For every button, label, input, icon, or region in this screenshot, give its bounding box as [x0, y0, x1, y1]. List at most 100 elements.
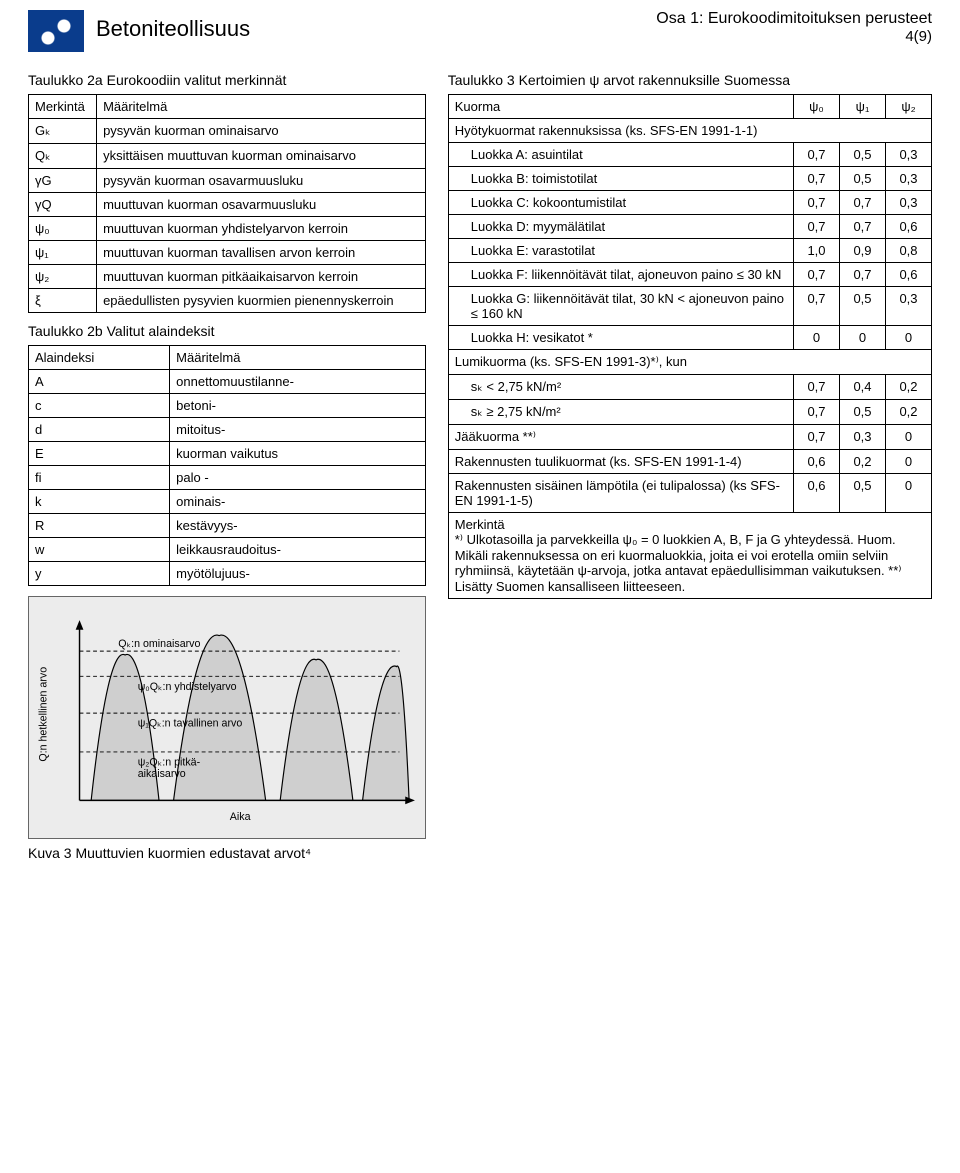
table-cell: kestävyys-	[170, 514, 426, 538]
table-cell: 0,7	[794, 143, 840, 167]
table-cell: d	[29, 418, 170, 442]
table-cell: Luokka B: toimistotilat	[448, 167, 793, 191]
table-cell: 0,8	[886, 239, 932, 263]
svg-text:Q:n hetkellinen arvo: Q:n hetkellinen arvo	[38, 667, 50, 762]
table-row: wleikkausraudoitus-	[29, 538, 426, 562]
table-row: Luokka A: asuintilat0,70,50,3	[448, 143, 931, 167]
table-cell: 0,5	[840, 400, 886, 425]
svg-text:Qₖ:n ominaisarvo: Qₖ:n ominaisarvo	[118, 638, 200, 650]
col-header: ψ₀	[794, 95, 840, 119]
table-cell: pysyvän kuorman osavarmuusluku	[97, 169, 426, 193]
table-row: Luokka B: toimistotilat0,70,50,3	[448, 167, 931, 191]
table-cell: 0,7	[794, 400, 840, 425]
table-cell: γG	[29, 169, 97, 193]
table-cell: muuttuvan kuorman osavarmuusluku	[97, 193, 426, 217]
table-cell: muuttuvan kuorman tavallisen arvon kerro…	[97, 241, 426, 265]
table-row: sₖ ≥ 2,75 kN/m²0,70,50,2	[448, 400, 931, 425]
table-row: γGpysyvän kuorman osavarmuusluku	[29, 169, 426, 193]
table-row: Luokka H: vesikatot *000	[448, 326, 931, 350]
table-3: Kuorma ψ₀ ψ₁ ψ₂ Hyötykuormat rakennuksis…	[448, 94, 932, 599]
table-cell: k	[29, 490, 170, 514]
table-cell: 0,3	[886, 287, 932, 326]
table-cell: 0,7	[794, 215, 840, 239]
table-cell: Rakennusten sisäinen lämpötila (ei tulip…	[448, 474, 793, 513]
col-header: ψ₁	[840, 95, 886, 119]
table-cell: w	[29, 538, 170, 562]
table-cell: 0,6	[794, 450, 840, 474]
table-cell: Rakennusten tuulikuormat (ks. SFS-EN 199…	[448, 450, 793, 474]
table-cell: Luokka A: asuintilat	[448, 143, 793, 167]
table-row: sₖ < 2,75 kN/m²0,70,40,2	[448, 375, 931, 400]
table-cell: 0,2	[886, 375, 932, 400]
figure-3: Qₖ:n ominaisarvoψ₀Qₖ:n yhdistelyarvoψ₁Qₖ…	[28, 596, 426, 839]
table-cell: 0,3	[886, 191, 932, 215]
brand-name: Betoniteollisuus	[96, 16, 250, 42]
figure-svg: Qₖ:n ominaisarvoψ₀Qₖ:n yhdistelyarvoψ₁Qₖ…	[33, 603, 421, 833]
svg-text:Aika: Aika	[230, 811, 251, 823]
table-cell: 0,7	[794, 167, 840, 191]
col-header: Määritelmä	[170, 346, 426, 370]
table-cell: 0,5	[840, 287, 886, 326]
table-cell: betoni-	[170, 394, 426, 418]
table-row: Alaindeksi Määritelmä	[29, 346, 426, 370]
table-row: cbetoni-	[29, 394, 426, 418]
table-cell: c	[29, 394, 170, 418]
table-row: Luokka F: liikennöitävät tilat, ajoneuvo…	[448, 263, 931, 287]
table-row: Kuorma ψ₀ ψ₁ ψ₂	[448, 95, 931, 119]
table-cell: 0	[794, 326, 840, 350]
table-row: fipalo -	[29, 466, 426, 490]
table-cell: ψ₁	[29, 241, 97, 265]
table-row: Rakennusten tuulikuormat (ks. SFS-EN 199…	[448, 450, 931, 474]
table-cell: E	[29, 442, 170, 466]
table-cell: A	[29, 370, 170, 394]
table-cell: 0,7	[840, 215, 886, 239]
table-cell: 0,7	[794, 375, 840, 400]
page-number: 4(9)	[656, 28, 932, 45]
table-cell: 0,5	[840, 143, 886, 167]
table-cell: Luokka D: myymälätilat	[448, 215, 793, 239]
table-cell: 0	[886, 450, 932, 474]
table-cell: pysyvän kuorman ominaisarvo	[97, 119, 426, 144]
table-row: Jääkuorma **⁾0,70,30	[448, 425, 931, 450]
table-cell: Gₖ	[29, 119, 97, 144]
table-cell: 0,5	[840, 167, 886, 191]
table-row: Lumikuorma (ks. SFS-EN 1991-3)*⁾, kun	[448, 350, 931, 375]
table-row: Gₖpysyvän kuorman ominaisarvo	[29, 119, 426, 144]
table-cell: 0,7	[794, 287, 840, 326]
svg-text:ψ₀Qₖ:n yhdistelyarvo: ψ₀Qₖ:n yhdistelyarvo	[138, 681, 237, 693]
table-cell: 0,6	[886, 263, 932, 287]
col-header: Kuorma	[448, 95, 793, 119]
col-header: Alaindeksi	[29, 346, 170, 370]
figure-caption: Kuva 3 Muuttuvien kuormien edustavat arv…	[28, 845, 426, 861]
table-cell: mitoitus-	[170, 418, 426, 442]
table-row: Luokka D: myymälätilat0,70,70,6	[448, 215, 931, 239]
table-row: Luokka E: varastotilat1,00,90,8	[448, 239, 931, 263]
svg-text:aikaisarvo: aikaisarvo	[138, 768, 186, 780]
table-cell: Luokka G: liikennöitävät tilat, 30 kN < …	[448, 287, 793, 326]
table-cell: Luokka E: varastotilat	[448, 239, 793, 263]
table-cell: 0	[840, 326, 886, 350]
table-cell: muuttuvan kuorman pitkäaikaisarvon kerro…	[97, 265, 426, 289]
table-cell: leikkausraudoitus-	[170, 538, 426, 562]
table-cell: yksittäisen muuttuvan kuorman ominaisarv…	[97, 144, 426, 169]
table-cell: Luokka F: liikennöitävät tilat, ajoneuvo…	[448, 263, 793, 287]
table-cell: 0	[886, 425, 932, 450]
table-2a-title: Taulukko 2a Eurokoodiin valitut merkinnä…	[28, 72, 426, 88]
col-header: Merkintä	[29, 95, 97, 119]
table-row: ξepäedullisten pysyvien kuormien pienenn…	[29, 289, 426, 313]
table-cell: palo -	[170, 466, 426, 490]
table-row: dmitoitus-	[29, 418, 426, 442]
table-group-header: Lumikuorma (ks. SFS-EN 1991-3)*⁾, kun	[448, 350, 931, 375]
table-cell: 0	[886, 326, 932, 350]
table-row: ymyötölujuus-	[29, 562, 426, 586]
table-row: Qₖyksittäisen muuttuvan kuorman ominaisa…	[29, 144, 426, 169]
table-cell: 0,5	[840, 474, 886, 513]
note-label: Merkintä	[455, 517, 505, 532]
table-row: Merkintä *⁾ Ulkotasoilla ja parvekkeilla…	[448, 513, 931, 599]
table-cell: 0,4	[840, 375, 886, 400]
table-row: ψ₁muuttuvan kuorman tavallisen arvon ker…	[29, 241, 426, 265]
table-cell: Qₖ	[29, 144, 97, 169]
page-header: Betoniteollisuus Osa 1: Eurokoodimitoitu…	[28, 10, 932, 52]
table-row: kominais-	[29, 490, 426, 514]
table-3-title: Taulukko 3 Kertoimien ψ arvot rakennuksi…	[448, 72, 932, 88]
